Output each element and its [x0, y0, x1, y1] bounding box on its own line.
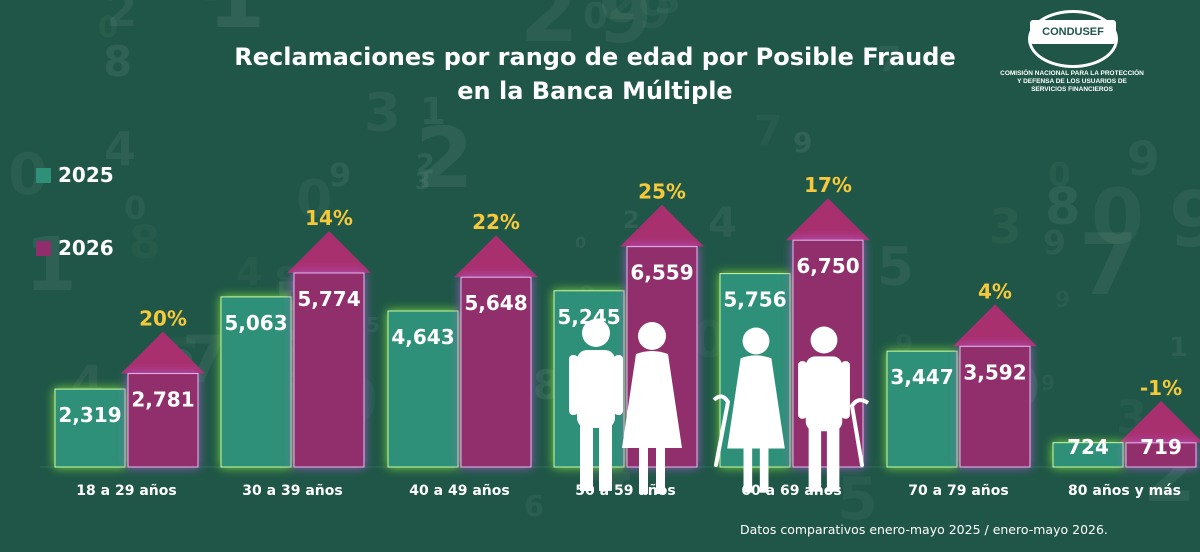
- increase-arrow-icon: [953, 304, 1037, 347]
- value-label-2026: 3,592: [963, 360, 1026, 384]
- bar-2025: [1052, 442, 1124, 468]
- elderly-couple-icon: [569, 319, 682, 494]
- legend-label-2025: 2025: [58, 163, 114, 187]
- percent-change-label: 20%: [139, 307, 187, 331]
- legend-swatch-2025: [36, 167, 51, 183]
- value-label-2025: 5,756: [723, 288, 786, 312]
- increase-arrow-icon: [454, 235, 538, 278]
- legend-item-2025: 2025: [36, 163, 114, 187]
- percent-change-label: 17%: [804, 173, 852, 197]
- value-label-2026: 5,774: [297, 287, 360, 311]
- legend-item-2026: 2026: [36, 236, 114, 260]
- value-label-2026: 2,781: [131, 388, 194, 412]
- value-label-2026: 6,750: [796, 254, 859, 278]
- category-label: 60 a 69 años: [741, 483, 841, 499]
- category-label: 18 a 29 años: [76, 483, 176, 499]
- elderly-couple-with-canes-icon: [712, 326, 870, 493]
- category-label: 30 a 39 años: [242, 483, 342, 499]
- condusef-logo: CONDUSEF COMISIÓN NACIONAL PARA LA PROTE…: [972, 6, 1172, 106]
- increase-arrow-icon: [1119, 400, 1200, 443]
- legend-label-2026: 2026: [58, 236, 114, 260]
- bar-2026: [293, 272, 365, 468]
- bar-2025: [886, 350, 958, 468]
- logo-subtitle-line-2: Y DEFENSA DE LOS USUARIOS DE: [1017, 78, 1127, 85]
- percent-change-label: 14%: [305, 206, 353, 230]
- chart-title: Reclamaciones por rango de edad por Posi…: [150, 40, 1040, 108]
- bar-2026: [959, 345, 1031, 468]
- value-label-2025: 2,319: [58, 403, 121, 427]
- footnote: Datos comparativos enero-mayo 2025 / ene…: [740, 522, 1108, 537]
- logo-subtitle-line-1: COMISIÓN NACIONAL PARA LA PROTECCIÓN: [1000, 70, 1144, 77]
- bar-2026: [1125, 442, 1197, 468]
- bar-2026: [127, 373, 199, 468]
- increase-arrow-icon: [121, 331, 205, 374]
- percent-change-label: 4%: [978, 279, 1012, 303]
- category-label: 40 a 49 años: [409, 483, 509, 499]
- value-label-2026: 6,559: [630, 261, 693, 285]
- value-label-2025: 5,063: [224, 311, 287, 335]
- value-label-2025: 4,643: [391, 325, 454, 349]
- value-label-2025: 724: [1067, 435, 1109, 459]
- increase-arrow-icon: [620, 204, 704, 247]
- logo-subtitle: COMISIÓN NACIONAL PARA LA PROTECCIÓN Y D…: [972, 70, 1172, 94]
- increase-arrow-icon: [786, 198, 870, 241]
- value-label-2026: 719: [1140, 435, 1182, 459]
- bar-2025: [54, 388, 126, 468]
- value-label-2025: 3,447: [890, 365, 953, 389]
- value-label-2026: 5,648: [464, 291, 527, 315]
- increase-arrow-icon: [287, 230, 371, 273]
- percent-change-label: 25%: [638, 180, 686, 204]
- chart-title-line-1: Reclamaciones por rango de edad por Posi…: [234, 43, 956, 71]
- bar-2025: [220, 296, 292, 468]
- logo-subtitle-line-3: SERVICIOS FINANCIEROS: [1031, 86, 1113, 93]
- bar-2025: [387, 310, 459, 468]
- category-label: 80 años y más: [1068, 483, 1181, 499]
- percent-change-label: 22%: [472, 210, 520, 234]
- logo-ring: [1028, 10, 1118, 68]
- bar-2026: [460, 276, 532, 468]
- chart-title-line-2: en la Banca Múltiple: [457, 77, 733, 105]
- legend-swatch-2026: [36, 240, 51, 256]
- percent-change-label: -1%: [1140, 376, 1182, 400]
- logo-wordmark: CONDUSEF: [1030, 20, 1116, 44]
- category-label: 70 a 79 años: [908, 483, 1008, 499]
